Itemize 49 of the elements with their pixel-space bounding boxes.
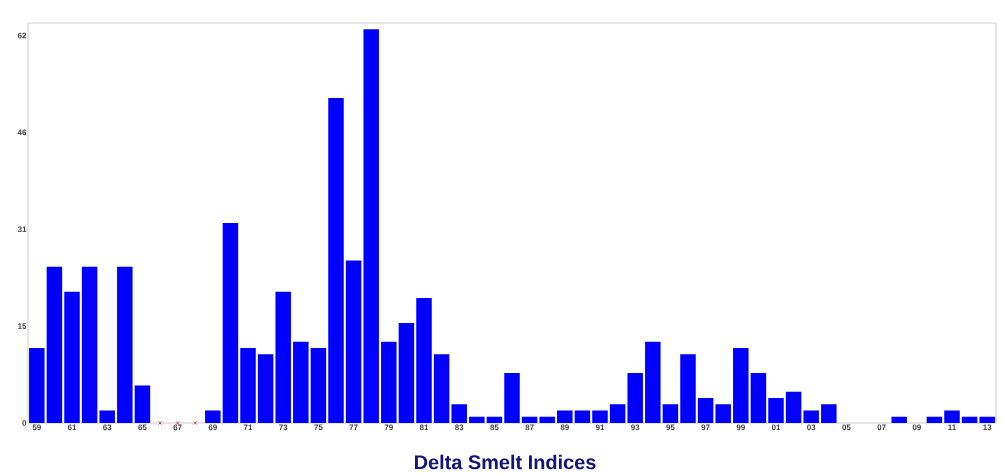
bar [574,410,591,423]
bar [697,397,714,423]
bar [345,260,362,423]
bar [557,410,573,423]
bar [768,397,784,423]
bar [680,354,696,423]
bar [117,266,133,423]
bar [205,410,221,423]
bar [99,410,115,423]
bar [521,416,538,423]
bar [240,347,256,423]
bar [662,404,679,423]
bar [46,266,63,423]
bar [645,341,661,423]
bar [381,341,397,423]
bar [29,347,45,423]
bar [803,410,819,423]
bar [944,410,960,423]
bar [64,291,80,423]
bar [750,372,767,423]
bar [328,97,344,423]
bar [398,322,415,423]
bar [134,385,151,423]
bar [961,416,978,423]
bar [821,404,837,423]
bar [363,29,379,423]
bar [733,347,749,423]
text: Delta Smelt Indices [414,454,596,470]
bar [891,416,907,423]
bar [451,404,467,423]
bar [504,372,520,423]
bar [627,372,643,423]
bar [310,347,327,423]
bar [486,416,503,423]
bar [293,341,309,423]
bar [715,404,731,423]
bar [275,291,291,423]
bar [979,416,995,423]
bar [416,297,432,423]
bar [785,391,802,423]
bar [257,354,274,423]
bar [539,416,555,423]
bar [926,416,943,423]
bar [81,266,98,423]
bar [433,354,450,423]
bar [469,416,485,423]
bar [609,404,626,423]
bar [222,222,239,423]
bar [592,410,608,423]
